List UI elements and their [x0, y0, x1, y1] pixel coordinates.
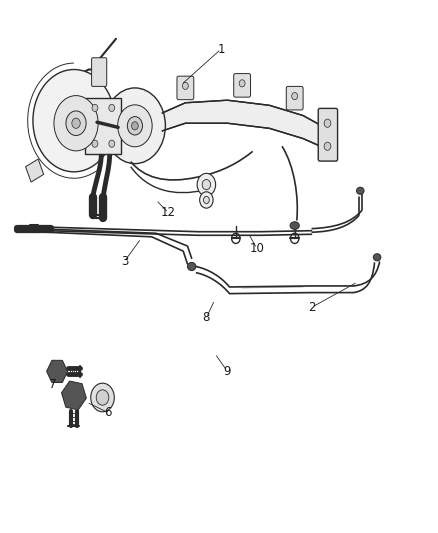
Ellipse shape [187, 262, 196, 271]
Text: 7: 7 [49, 378, 57, 391]
Ellipse shape [104, 88, 166, 164]
Circle shape [96, 390, 109, 405]
Ellipse shape [118, 105, 152, 147]
Text: 10: 10 [249, 242, 264, 255]
Circle shape [324, 119, 331, 127]
Circle shape [92, 104, 98, 111]
FancyBboxPatch shape [234, 74, 251, 97]
Circle shape [239, 80, 245, 87]
Polygon shape [25, 159, 44, 182]
Circle shape [182, 82, 188, 90]
Circle shape [92, 140, 98, 147]
Circle shape [91, 383, 114, 412]
Circle shape [72, 118, 80, 128]
Ellipse shape [54, 95, 98, 151]
Circle shape [131, 122, 138, 130]
Circle shape [200, 192, 213, 208]
Circle shape [109, 140, 115, 147]
FancyBboxPatch shape [177, 76, 194, 100]
Ellipse shape [33, 69, 115, 172]
Ellipse shape [373, 254, 381, 261]
Text: 12: 12 [161, 206, 176, 219]
Ellipse shape [66, 111, 86, 135]
Circle shape [197, 173, 215, 196]
Circle shape [324, 142, 331, 150]
Ellipse shape [290, 222, 299, 229]
Circle shape [203, 196, 209, 204]
FancyBboxPatch shape [318, 108, 338, 161]
Text: 9: 9 [224, 365, 231, 378]
Circle shape [109, 104, 115, 111]
Text: 6: 6 [104, 406, 111, 419]
FancyBboxPatch shape [286, 86, 303, 110]
Text: 2: 2 [308, 301, 315, 314]
Ellipse shape [127, 117, 142, 135]
Text: 3: 3 [121, 255, 128, 268]
Polygon shape [162, 100, 326, 149]
Circle shape [202, 180, 211, 190]
FancyBboxPatch shape [92, 58, 107, 86]
FancyBboxPatch shape [85, 98, 121, 154]
Text: 8: 8 [203, 311, 210, 324]
Circle shape [292, 93, 298, 100]
Text: 1: 1 [217, 43, 225, 55]
Ellipse shape [357, 187, 364, 195]
